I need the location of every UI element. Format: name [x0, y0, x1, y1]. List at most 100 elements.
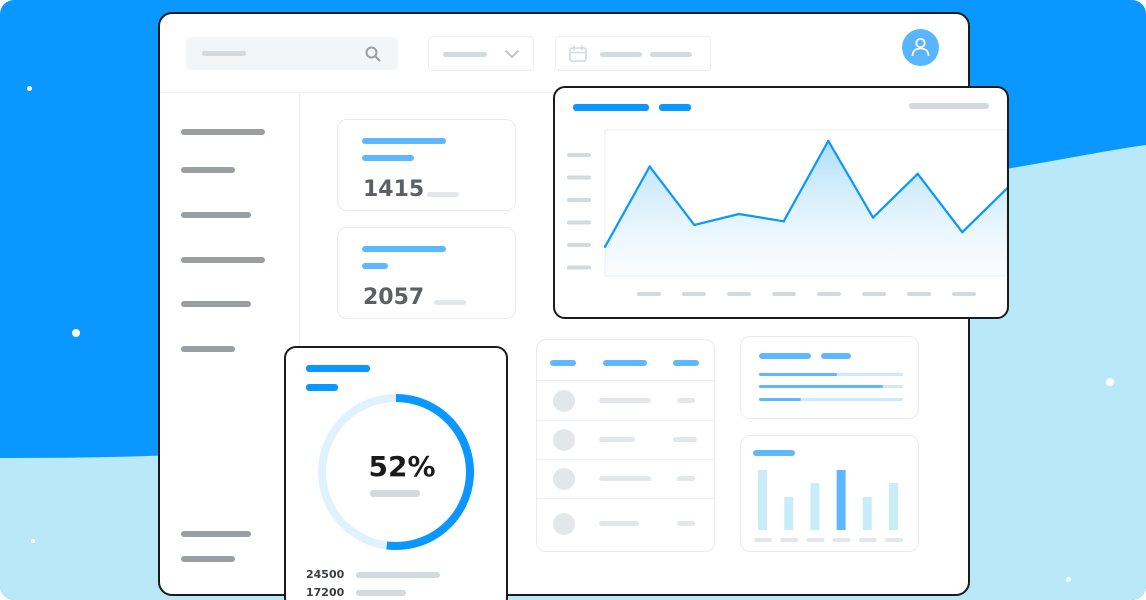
x-tick-label: [754, 538, 772, 542]
bar: [810, 483, 820, 530]
sidebar: [160, 93, 300, 594]
list-item[interactable]: [537, 498, 714, 545]
sparkle-dot: [1106, 378, 1114, 386]
stat-caption: [427, 192, 459, 197]
avatar[interactable]: [902, 29, 939, 66]
list-item-value: [677, 521, 695, 526]
x-tick-label: [780, 538, 799, 542]
bar: [889, 483, 898, 530]
mini-bar-chart: [754, 470, 903, 542]
sidebar-item[interactable]: [181, 346, 235, 352]
x-tick-label: [817, 292, 841, 296]
donut-chart: [318, 394, 474, 550]
y-tick-label: [567, 198, 591, 202]
list-item[interactable]: [537, 420, 714, 460]
list-item[interactable]: [537, 459, 714, 499]
sidebar-item[interactable]: [181, 301, 251, 307]
bar: [784, 497, 794, 530]
percentage-caption: [370, 490, 420, 497]
x-tick-label: [806, 538, 825, 542]
stat-card-title: [362, 138, 446, 144]
data-point: [916, 172, 919, 175]
data-point: [782, 220, 785, 223]
x-tick-label: [952, 292, 976, 296]
x-tick-label: [858, 538, 877, 542]
list-item[interactable]: [537, 381, 714, 421]
sparkle-dot: [31, 539, 35, 543]
x-tick-label: [772, 292, 796, 296]
sidebar-item[interactable]: [181, 257, 265, 263]
chart-title: [573, 104, 649, 111]
x-tick-label: [907, 292, 931, 296]
data-point: [693, 223, 696, 227]
date-start-placeholder: [600, 52, 642, 57]
x-tick-label: [637, 292, 661, 296]
sidebar-item[interactable]: [181, 212, 251, 218]
stat-value: 1415: [363, 177, 425, 202]
progress-card: [740, 336, 919, 419]
area-chart: [567, 129, 1007, 296]
list-item-value: [673, 437, 697, 442]
bar-chart-card: [740, 435, 919, 552]
search-input[interactable]: [186, 37, 398, 70]
list-item-text: [599, 398, 651, 403]
sparkle-dot: [27, 86, 32, 91]
stat-caption: [434, 300, 466, 305]
search-icon[interactable]: [364, 45, 382, 63]
sidebar-item[interactable]: [181, 556, 235, 562]
chevron-down-icon: [505, 50, 519, 58]
legend-bar: [356, 590, 406, 596]
search-placeholder: [202, 51, 246, 56]
date-range-picker[interactable]: [555, 36, 711, 71]
progress-fill: [759, 398, 801, 401]
progress-fill: [759, 385, 883, 388]
data-point: [1005, 187, 1007, 190]
data-point: [961, 231, 964, 234]
sidebar-item[interactable]: [181, 531, 251, 537]
donut-chart-window: 52% 24500 17200: [284, 346, 508, 600]
stat-card-title: [362, 246, 446, 252]
data-point: [737, 212, 741, 216]
top-bar: [160, 14, 968, 93]
stat-card-subtitle: [362, 263, 388, 269]
bar: [758, 470, 767, 530]
calendar-icon: [569, 45, 587, 62]
x-tick-label: [832, 538, 851, 542]
filter-dropdown[interactable]: [428, 36, 534, 71]
list-item-text: [599, 476, 651, 481]
donut-progress-arc: [386, 394, 474, 550]
x-tick-label: [862, 292, 886, 296]
sidebar-item[interactable]: [181, 167, 235, 173]
percentage-label: 52%: [368, 450, 436, 483]
x-tick-label: [727, 292, 751, 296]
y-tick-label: [567, 265, 591, 270]
y-tick-label: [567, 220, 591, 225]
line-chart-window: [553, 86, 1009, 319]
x-tick-label: [885, 538, 903, 542]
stat-card-subtitle: [362, 155, 414, 161]
list-card: [536, 339, 715, 552]
list-item-avatar: [553, 429, 575, 451]
progress-card-title: [759, 353, 811, 359]
progress-fill: [759, 373, 837, 376]
dropdown-placeholder: [443, 52, 487, 57]
date-end-placeholder: [650, 52, 692, 57]
area-fill: [605, 140, 1007, 276]
stat-value: 2057: [363, 285, 425, 310]
sparkle-dot: [72, 329, 80, 337]
list-item-avatar: [553, 513, 575, 535]
list-column-header: [673, 360, 699, 366]
bar: [836, 470, 846, 530]
list-item-value: [677, 398, 695, 403]
list-column-header: [550, 360, 576, 366]
legend-bar: [356, 572, 440, 578]
stat-card: 1415: [337, 119, 516, 211]
list-column-header: [603, 360, 647, 366]
sidebar-item[interactable]: [181, 129, 265, 135]
list-item-text: [599, 437, 635, 442]
chart-menu[interactable]: [909, 103, 989, 109]
data-point: [827, 139, 830, 143]
stat-card: 2057: [337, 227, 516, 319]
donut-subtitle: [306, 384, 338, 391]
